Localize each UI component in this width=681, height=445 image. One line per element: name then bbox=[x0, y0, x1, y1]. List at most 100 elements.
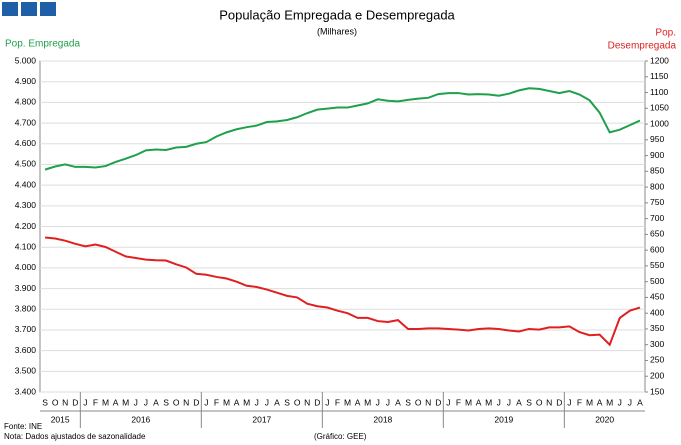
y2-tick-label: 1000 bbox=[650, 118, 669, 128]
x-tick-label: O bbox=[294, 397, 301, 407]
year-label: 2020 bbox=[595, 414, 614, 424]
x-tick-label: S bbox=[526, 397, 532, 407]
y-tick-label: 4.100 bbox=[15, 241, 37, 251]
x-tick-label: J bbox=[567, 397, 571, 407]
y-tick-label: 4.500 bbox=[15, 159, 37, 169]
x-tick-label: M bbox=[102, 397, 109, 407]
year-label: 2016 bbox=[131, 414, 150, 424]
x-tick-label: J bbox=[144, 397, 148, 407]
year-label: 2015 bbox=[51, 414, 70, 424]
x-tick-label: O bbox=[415, 397, 422, 407]
x-tick-label: O bbox=[52, 397, 59, 407]
x-tick-label: S bbox=[405, 397, 411, 407]
y2-tick-label: 950 bbox=[650, 134, 664, 144]
y2-tick-label: 150 bbox=[650, 386, 664, 396]
x-tick-label: M bbox=[223, 397, 230, 407]
x-tick-label: S bbox=[42, 397, 48, 407]
logo-square bbox=[21, 2, 37, 16]
y2-axis-label: Pop. bbox=[655, 28, 676, 39]
x-tick-label: J bbox=[386, 397, 390, 407]
x-tick-label: A bbox=[153, 397, 159, 407]
y-axis-label: Pop. Empregada bbox=[5, 39, 80, 50]
x-tick-label: A bbox=[476, 397, 482, 407]
chart-subtitle: (Milhares) bbox=[317, 26, 357, 36]
x-tick-label: D bbox=[314, 397, 320, 407]
y2-tick-label: 450 bbox=[650, 292, 664, 302]
x-tick-label: F bbox=[93, 397, 98, 407]
x-tick-label: A bbox=[395, 397, 401, 407]
y-tick-label: 3.700 bbox=[15, 324, 37, 334]
y2-tick-label: 850 bbox=[650, 166, 664, 176]
x-tick-label: F bbox=[214, 397, 219, 407]
x-tick-label: M bbox=[122, 397, 129, 407]
chart-title: População Empregada e Desempregada bbox=[219, 7, 455, 22]
y-tick-label: 3.400 bbox=[15, 386, 37, 396]
x-tick-label: A bbox=[516, 397, 522, 407]
credit: (Gráfico: GEE) bbox=[314, 432, 367, 441]
x-tick-label: A bbox=[234, 397, 240, 407]
y2-tick-label: 400 bbox=[650, 307, 664, 317]
y2-axis-label: Desempregada bbox=[608, 41, 677, 52]
y2-tick-label: 750 bbox=[650, 197, 664, 207]
x-tick-label: M bbox=[586, 397, 593, 407]
x-tick-label: D bbox=[193, 397, 199, 407]
series-line bbox=[44, 236, 641, 347]
y-tick-label: 4.300 bbox=[15, 200, 37, 210]
x-tick-label: A bbox=[274, 397, 280, 407]
year-label: 2019 bbox=[494, 414, 513, 424]
y-tick-label: 4.000 bbox=[15, 262, 37, 272]
x-tick-label: J bbox=[265, 397, 269, 407]
x-tick-label: M bbox=[485, 397, 492, 407]
x-tick-label: J bbox=[507, 397, 511, 407]
x-tick-label: S bbox=[284, 397, 290, 407]
y-tick-label: 3.900 bbox=[15, 283, 37, 293]
x-tick-label: J bbox=[325, 397, 329, 407]
x-tick-label: D bbox=[72, 397, 78, 407]
x-tick-label: N bbox=[183, 397, 189, 407]
x-tick-label: A bbox=[113, 397, 119, 407]
year-label: 2017 bbox=[252, 414, 271, 424]
x-tick-label: A bbox=[637, 397, 643, 407]
y2-tick-label: 800 bbox=[650, 181, 664, 191]
x-tick-label: J bbox=[204, 397, 208, 407]
y-tick-label: 4.600 bbox=[15, 138, 37, 148]
y2-tick-label: 350 bbox=[650, 323, 664, 333]
x-tick-label: D bbox=[556, 397, 562, 407]
x-tick-label: N bbox=[304, 397, 310, 407]
x-tick-label: J bbox=[255, 397, 259, 407]
y2-tick-label: 1200 bbox=[650, 55, 669, 65]
logo-square bbox=[40, 2, 56, 16]
x-tick-label: M bbox=[465, 397, 472, 407]
x-tick-label: F bbox=[577, 397, 582, 407]
x-tick-label: M bbox=[243, 397, 250, 407]
y2-tick-label: 600 bbox=[650, 244, 664, 254]
x-tick-label: J bbox=[376, 397, 380, 407]
y2-tick-label: 300 bbox=[650, 339, 664, 349]
logo-square bbox=[2, 2, 18, 16]
y2-tick-label: 250 bbox=[650, 355, 664, 365]
x-tick-label: O bbox=[173, 397, 180, 407]
x-tick-label: J bbox=[83, 397, 87, 407]
y2-tick-label: 700 bbox=[650, 213, 664, 223]
y2-tick-label: 1150 bbox=[650, 71, 669, 81]
y-tick-label: 3.800 bbox=[15, 304, 37, 314]
y2-tick-label: 500 bbox=[650, 276, 664, 286]
x-tick-label: D bbox=[435, 397, 441, 407]
x-tick-label: A bbox=[355, 397, 361, 407]
x-tick-label: S bbox=[163, 397, 169, 407]
x-tick-label: J bbox=[134, 397, 138, 407]
y2-tick-label: 650 bbox=[650, 229, 664, 239]
x-tick-label: A bbox=[597, 397, 603, 407]
series-line bbox=[44, 87, 641, 171]
x-tick-label: N bbox=[425, 397, 431, 407]
year-label: 2018 bbox=[373, 414, 392, 424]
x-tick-label: F bbox=[335, 397, 340, 407]
x-tick-label: M bbox=[344, 397, 351, 407]
y2-tick-label: 900 bbox=[650, 150, 664, 160]
y-tick-label: 4.800 bbox=[15, 97, 37, 107]
y2-tick-label: 550 bbox=[650, 260, 664, 270]
y-tick-label: 5.000 bbox=[15, 55, 37, 65]
y2-tick-label: 200 bbox=[650, 370, 664, 380]
x-tick-label: J bbox=[628, 397, 632, 407]
